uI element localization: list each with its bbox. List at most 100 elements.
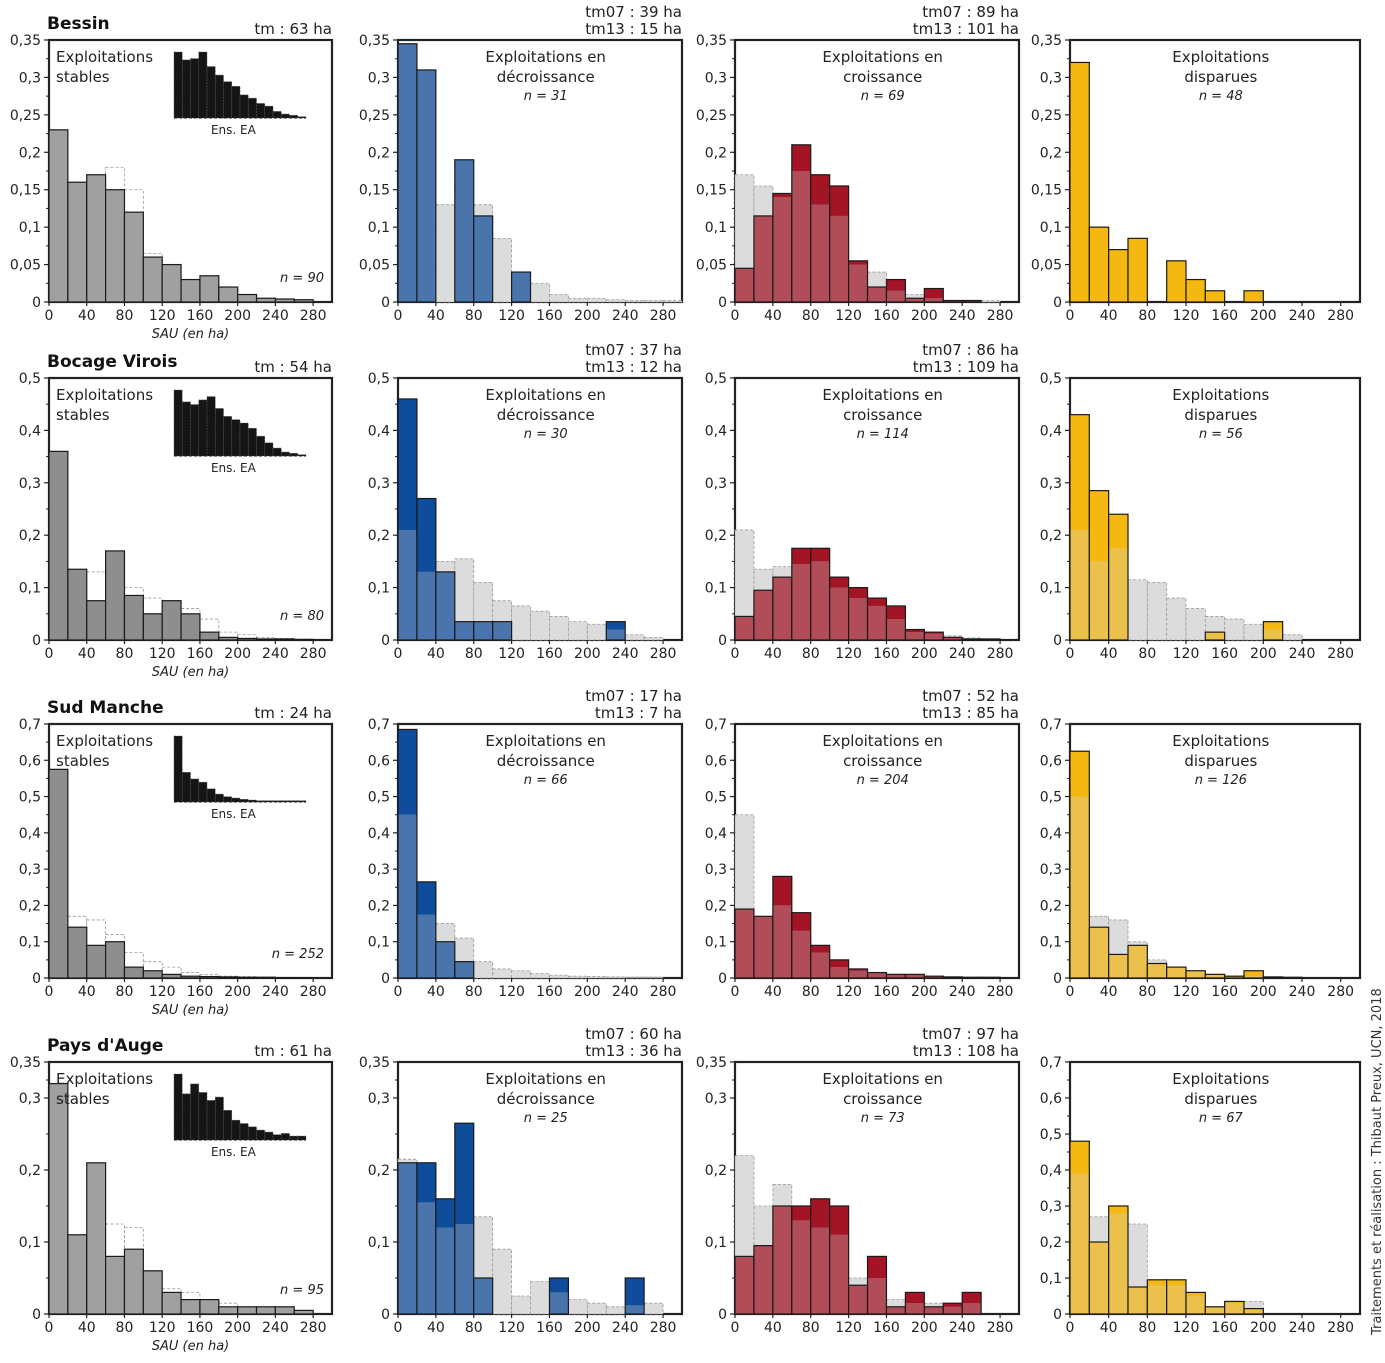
mean-size-label: tm13 : 108 ha xyxy=(913,1042,1019,1060)
data-bar xyxy=(1069,1140,1090,1315)
panel-title: Exploitations en xyxy=(485,1070,606,1088)
overlap-bar xyxy=(1128,945,1148,978)
x-tick-label: 280 xyxy=(1327,308,1354,324)
x-tick-label: 240 xyxy=(262,308,289,324)
mean-size-label: tm07 : 52 ha xyxy=(922,687,1019,705)
x-tick-label: 0 xyxy=(394,984,403,1000)
x-tick-label: 240 xyxy=(612,984,639,1000)
inset-label: Ens. EA xyxy=(211,807,257,821)
overlap-bar xyxy=(511,272,531,302)
overlap-bar xyxy=(1186,1296,1206,1314)
data-bar xyxy=(86,1162,107,1315)
data-bar xyxy=(180,613,201,641)
overlap-bar xyxy=(1128,1287,1148,1314)
data-bar xyxy=(123,1248,144,1315)
data-bar xyxy=(48,768,69,979)
y-tick-label: 0,1 xyxy=(368,1235,390,1251)
excess-bar xyxy=(1070,1141,1090,1174)
x-tick-label: 200 xyxy=(911,984,938,1000)
x-tick-label: 200 xyxy=(574,308,601,324)
mean-size-label: tm13 : 85 ha xyxy=(922,704,1019,722)
inset-bar xyxy=(173,1073,183,1141)
x-tick-label: 40 xyxy=(78,646,96,662)
overlap-bar xyxy=(753,215,773,302)
panel-title: disparues xyxy=(1184,68,1257,86)
panel-title: Exploitations en xyxy=(485,732,606,750)
reference-bar xyxy=(586,623,607,641)
x-tick-label: 120 xyxy=(149,1320,176,1336)
x-tick-label: 0 xyxy=(1066,1320,1075,1336)
x-tick-label: 160 xyxy=(187,984,214,1000)
panel-title: Exploitations en xyxy=(485,386,606,404)
overlap-bar xyxy=(848,264,868,302)
y-tick-label: 0,1 xyxy=(705,581,727,597)
reference-bar xyxy=(586,297,607,303)
y-tick-label: 0,6 xyxy=(19,753,41,769)
y-tick-label: 0,3 xyxy=(368,70,390,86)
reference-bar xyxy=(473,961,494,979)
x-tick-label: 0 xyxy=(45,308,54,324)
inset-bar xyxy=(214,793,224,803)
y-tick-label: 0,2 xyxy=(705,145,727,161)
reference-bar xyxy=(530,973,550,979)
reference-bar xyxy=(643,636,664,641)
data-bar xyxy=(274,638,295,641)
excess-bar xyxy=(905,1292,925,1304)
overlap-bar xyxy=(1166,1285,1186,1314)
overlap-bar xyxy=(1147,963,1167,978)
overlap-bar xyxy=(1263,629,1283,640)
x-tick-label: 240 xyxy=(1289,308,1316,324)
x-tick-label: 40 xyxy=(427,984,445,1000)
x-tick-label: 280 xyxy=(1327,1320,1354,1336)
data-bar xyxy=(435,571,456,641)
data-bar xyxy=(980,976,1001,979)
inset-bar xyxy=(231,419,241,457)
y-tick-label: 0 xyxy=(32,971,41,987)
y-tick-label: 0,5 xyxy=(19,371,41,387)
inset-bar xyxy=(272,447,282,457)
y-tick-label: 0,35 xyxy=(10,33,41,49)
y-tick-label: 0,5 xyxy=(368,371,390,387)
y-tick-label: 0,3 xyxy=(19,476,41,492)
excess-bar xyxy=(791,912,811,931)
y-tick-label: 0,1 xyxy=(19,935,41,951)
x-tick-label: 280 xyxy=(300,984,327,1000)
excess-bar xyxy=(1224,1301,1244,1304)
overlap-bar xyxy=(1205,974,1225,978)
overlap-bar xyxy=(791,564,811,640)
excess-bar xyxy=(549,1278,569,1293)
inset-bar xyxy=(181,1093,191,1141)
x-tick-label: 40 xyxy=(764,308,782,324)
panel-title: Exploitations xyxy=(1172,48,1269,66)
x-tick-label: 240 xyxy=(262,1320,289,1336)
x-tick-label: 0 xyxy=(45,646,54,662)
x-tick-label: 160 xyxy=(873,984,900,1000)
x-tick-label: 0 xyxy=(731,308,740,324)
overlap-bar xyxy=(416,914,436,978)
overlap-bar xyxy=(810,1227,830,1314)
excess-bar xyxy=(924,632,944,634)
y-tick-label: 0 xyxy=(718,1307,727,1323)
data-bar xyxy=(961,1291,982,1315)
region-title: Sud Manche xyxy=(47,698,164,718)
overlap-bar xyxy=(492,621,512,640)
x-tick-label: 160 xyxy=(873,646,900,662)
data-bar xyxy=(161,1291,182,1315)
inset-bar xyxy=(223,416,233,457)
y-tick-label: 0,5 xyxy=(1040,371,1062,387)
y-tick-label: 0,1 xyxy=(705,1235,727,1251)
data-bar xyxy=(199,975,220,979)
y-tick-label: 0 xyxy=(381,971,390,987)
data-bar xyxy=(142,256,163,303)
inset-bar xyxy=(173,735,183,803)
overlap-bar xyxy=(829,967,849,978)
excess-bar xyxy=(1108,514,1128,549)
y-tick-label: 0,05 xyxy=(1031,258,1062,274)
y-tick-label: 0,05 xyxy=(10,258,41,274)
y-tick-label: 0,7 xyxy=(1040,1055,1062,1071)
mean-size-label: tm07 : 60 ha xyxy=(585,1025,682,1043)
chart-panel: 0 0,05 0,1 0,15 0,2 0,25 0,3 0,35 0 40 80 120 160 200… xyxy=(10,14,334,342)
y-tick-label: 0,2 xyxy=(19,898,41,914)
reference-bar xyxy=(662,300,683,303)
